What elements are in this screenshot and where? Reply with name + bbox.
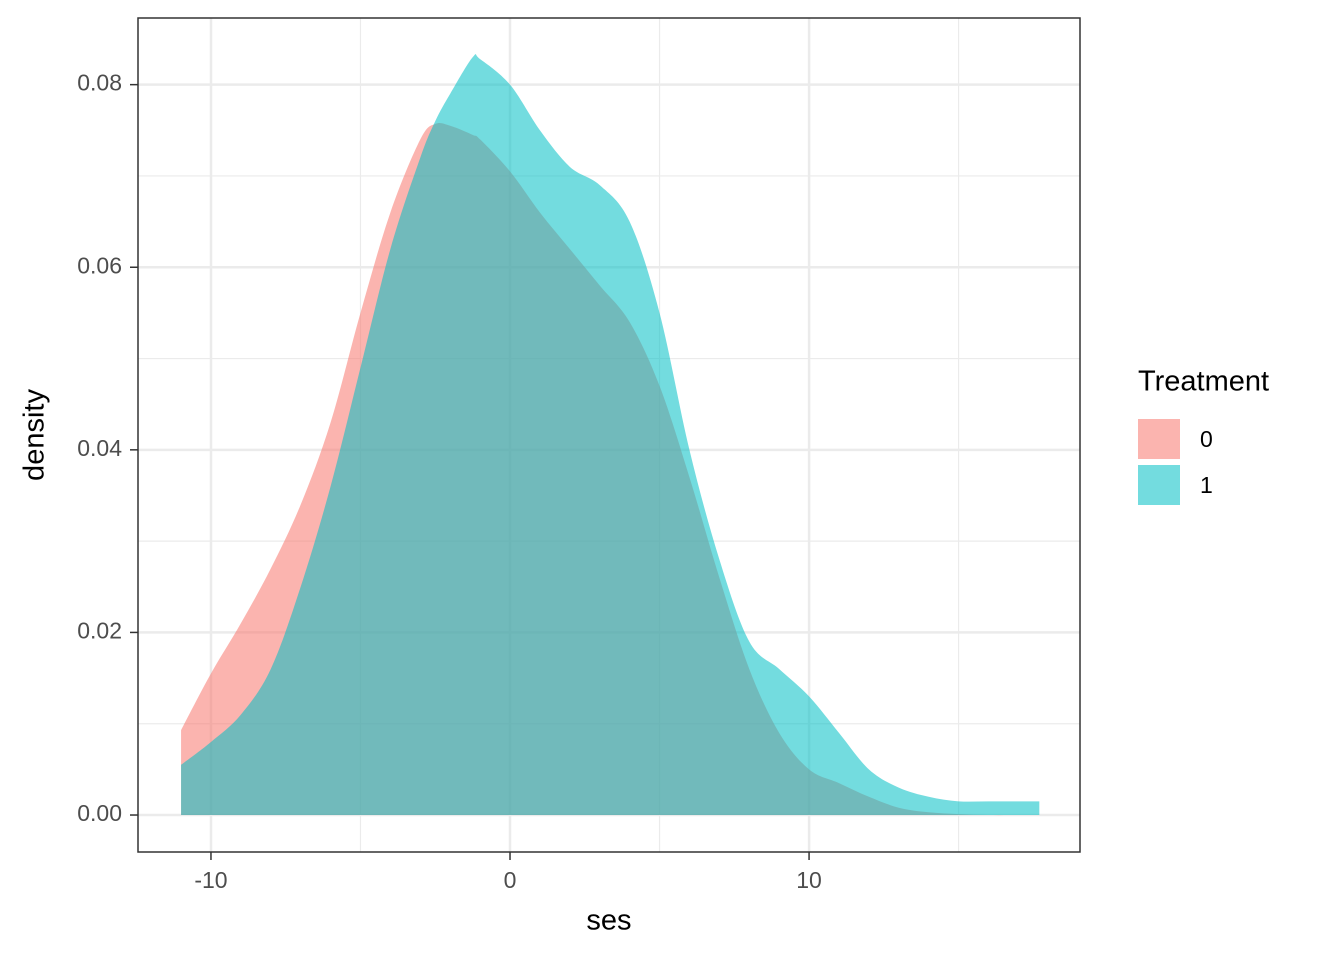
legend-label: 1 [1200, 472, 1213, 498]
y-tick-label: 0.06 [77, 252, 122, 278]
legend-title: Treatment [1138, 366, 1269, 398]
x-tick-label: 0 [504, 867, 517, 893]
panel-border [137, 17, 1081, 853]
y-tick-label: 0.04 [77, 435, 122, 461]
x-tick-label: 10 [796, 867, 822, 893]
y-tick-label: 0.00 [77, 800, 122, 826]
y-axis-title: density [19, 389, 51, 481]
legend-key [1138, 419, 1180, 459]
density-area [181, 54, 1040, 816]
x-tick-label: -10 [194, 867, 227, 893]
y-tick-label: 0.02 [77, 618, 122, 644]
legend-key [1138, 465, 1180, 505]
y-tick-label: 0.08 [77, 70, 122, 96]
x-axis-title: ses [586, 905, 631, 937]
legend-label: 0 [1200, 426, 1213, 452]
